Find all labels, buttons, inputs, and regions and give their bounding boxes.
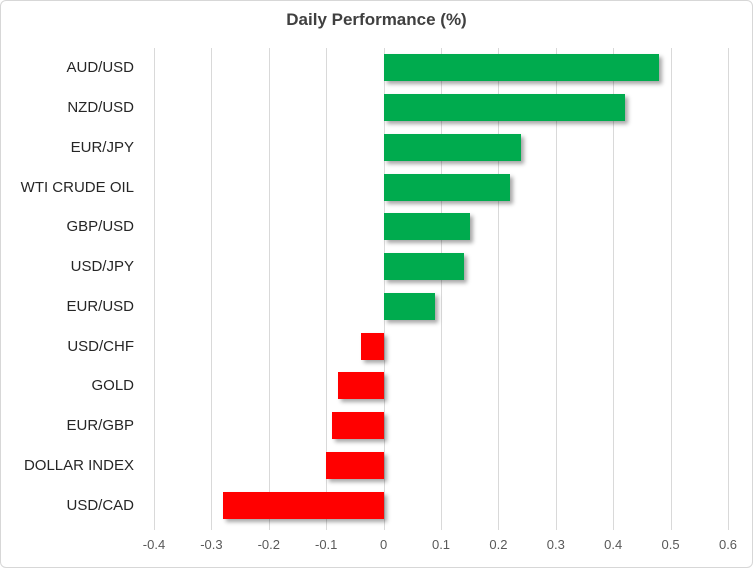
category-label: AUD/USD — [66, 59, 134, 77]
gridline — [326, 48, 328, 525]
bar-usd-cad — [222, 491, 384, 519]
gridline — [498, 48, 500, 525]
x-tick-label: 0.6 — [718, 537, 738, 552]
axis-tick — [268, 525, 270, 530]
gridline — [555, 48, 557, 525]
x-tick-label: 0.2 — [489, 537, 508, 552]
axis-tick — [441, 525, 442, 530]
bar-gbp-usd — [383, 213, 470, 241]
x-tick-label: -0.4 — [142, 537, 166, 552]
category-label: DOLLAR INDEX — [23, 456, 134, 474]
x-tick-label: 0 — [379, 537, 388, 552]
x-tick-label: 0.3 — [546, 537, 565, 552]
category-label: EUR/USD — [66, 297, 134, 315]
gridline — [383, 48, 385, 525]
x-tick-label: 0.5 — [661, 537, 680, 552]
bar-gold — [337, 372, 384, 400]
plot-area — [154, 48, 729, 530]
axis-tick — [613, 525, 615, 530]
x-tick-label: -0.3 — [200, 537, 223, 552]
category-axis: AUD/USD NZD/USD EUR/JPY WTI CRUDE OIL GBP/US… — [1, 48, 134, 525]
category-label: GBP/USD — [66, 218, 134, 236]
gridline — [441, 48, 442, 525]
axis-tick — [555, 525, 557, 530]
gridline — [211, 48, 213, 525]
gridline — [613, 48, 615, 525]
axis-tick — [383, 525, 385, 530]
category-label: USD/CHF — [67, 337, 134, 355]
x-tick-label: 0.1 — [431, 537, 451, 552]
gridline — [268, 48, 270, 525]
gridline — [728, 48, 729, 525]
axis-tick — [498, 525, 500, 530]
category-label: NZD/USD — [67, 99, 134, 117]
chart-title: Daily Performance (%) — [286, 10, 467, 29]
bar-eur-usd — [383, 292, 436, 320]
axis-tick — [670, 525, 672, 530]
x-tick-label: -0.2 — [257, 537, 280, 552]
category-label: USD/JPY — [70, 258, 134, 276]
category-label: WTI CRUDE OIL — [20, 178, 134, 196]
category-label: USD/CAD — [66, 496, 134, 514]
bar-dollar-index — [326, 451, 384, 479]
category-label: EUR/GBP — [66, 417, 134, 435]
axis-tick — [326, 525, 328, 530]
bar-eur-jpy — [383, 133, 522, 161]
bar-usd-chf — [360, 332, 384, 360]
bar-wti-crude-oil — [383, 173, 510, 201]
category-label: EUR/JPY — [70, 138, 134, 156]
axis-tick — [728, 525, 729, 530]
bar-usd-jpy — [383, 253, 464, 281]
gridline — [670, 48, 672, 525]
bar-aud-usd — [383, 54, 660, 82]
category-label: GOLD — [91, 377, 134, 395]
x-tick-label: -0.1 — [314, 537, 338, 552]
bar-eur-gbp — [331, 412, 384, 440]
axis-tick — [154, 525, 155, 530]
gridline — [154, 48, 155, 525]
axis-tick — [211, 525, 213, 530]
bar-nzd-usd — [383, 94, 625, 122]
x-tick-label: 0.4 — [604, 537, 623, 552]
